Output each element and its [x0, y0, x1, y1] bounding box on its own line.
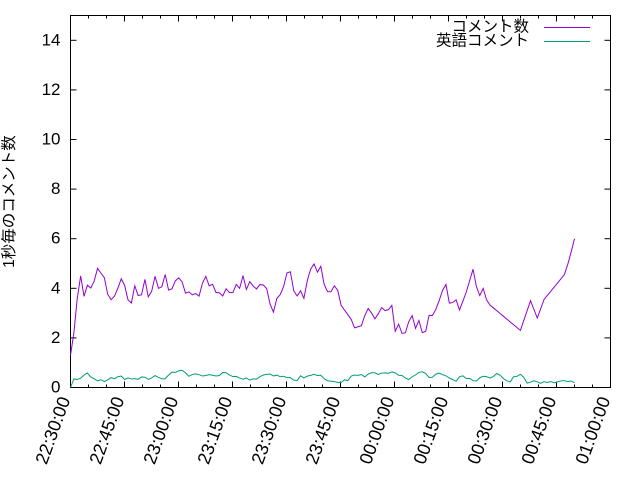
svg-text:14: 14 [42, 30, 61, 49]
svg-text:1秒毎のコメント数: 1秒毎のコメント数 [0, 135, 18, 268]
svg-text:2: 2 [51, 328, 60, 347]
svg-text:4: 4 [51, 278, 60, 297]
svg-text:0: 0 [51, 378, 60, 397]
svg-text:8: 8 [51, 179, 60, 198]
svg-text:6: 6 [51, 229, 60, 248]
svg-text:12: 12 [42, 80, 61, 99]
svg-text:英語コメント: 英語コメント [436, 32, 529, 50]
svg-text:10: 10 [42, 130, 61, 149]
